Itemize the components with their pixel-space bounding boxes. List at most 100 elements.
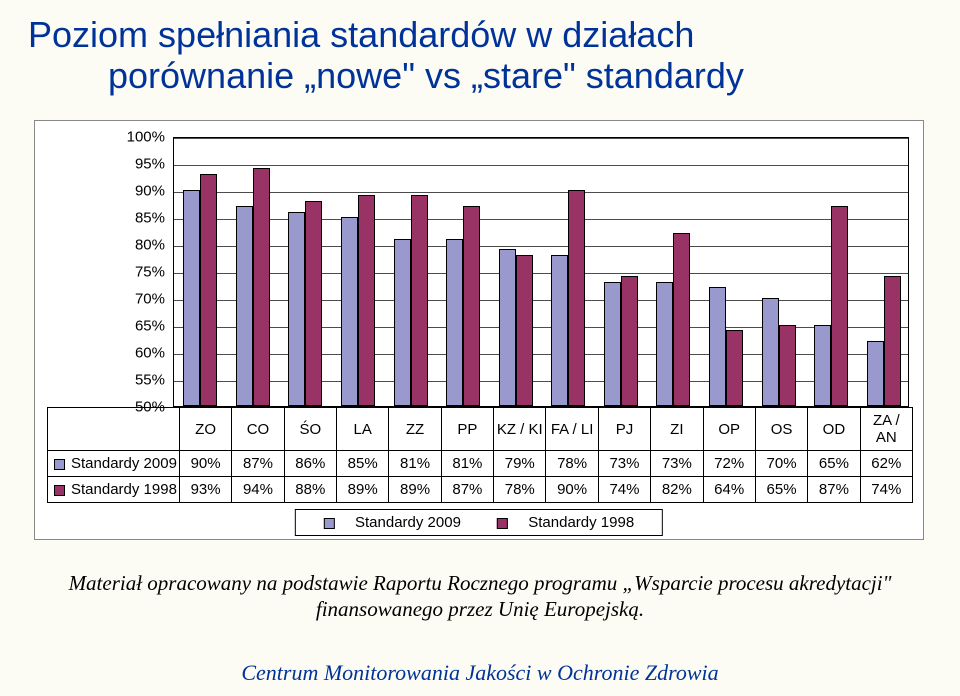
table-cell: 65% [808, 451, 860, 477]
bar [394, 239, 411, 406]
y-axis-label: 70% [35, 291, 165, 308]
table-cell: 81% [389, 451, 441, 477]
bar [673, 233, 690, 406]
y-axis-label: 60% [35, 345, 165, 362]
bar [236, 206, 253, 406]
table-cell: 82% [651, 477, 703, 503]
bar [779, 325, 796, 406]
bar [358, 195, 375, 406]
table-column-header: OP [703, 408, 755, 451]
bar [867, 341, 884, 406]
table-cell: 65% [755, 477, 807, 503]
table-cell: 87% [808, 477, 860, 503]
bar [709, 287, 726, 406]
table-cell: 93% [179, 477, 231, 503]
table-cell: 62% [860, 451, 912, 477]
y-axis-label: 100% [35, 129, 165, 146]
bar [551, 255, 568, 406]
bar [253, 168, 270, 406]
table-cell: 74% [860, 477, 912, 503]
bar [621, 276, 638, 406]
footnote: Materiał opracowany na podstawie Raportu… [0, 570, 960, 623]
table-cell: 79% [494, 451, 546, 477]
table-column-header: ŚO [284, 408, 336, 451]
table-column-header: ZI [651, 408, 703, 451]
gridline [174, 192, 908, 193]
legend-item: Standardy 1998 [489, 514, 642, 531]
table-cell: 73% [598, 451, 650, 477]
bar [411, 195, 428, 406]
gridline [174, 300, 908, 301]
organization-name: Centrum Monitorowania Jakości w Ochronie… [0, 660, 960, 686]
y-axis-label: 55% [35, 372, 165, 389]
bar [305, 201, 322, 406]
bar [831, 206, 848, 406]
legend-item: Standardy 2009 [316, 514, 473, 531]
table-cell: 87% [441, 477, 493, 503]
footnote-line-1: Materiał opracowany na podstawie Raportu… [69, 571, 892, 595]
bar [200, 174, 217, 406]
y-axis-label: 65% [35, 318, 165, 335]
title-line-1: Poziom spełniania standardów w działach [28, 14, 694, 55]
legend-swatch-icon [497, 518, 508, 529]
table-column-header: OD [808, 408, 860, 451]
bar [884, 276, 901, 406]
legend-label: Standardy 1998 [528, 514, 634, 531]
bar [656, 282, 673, 406]
table-cell: 78% [494, 477, 546, 503]
y-axis-label: 80% [35, 237, 165, 254]
table-cell: 73% [651, 451, 703, 477]
bar [604, 282, 621, 406]
bar [288, 212, 305, 406]
table-cell: 85% [337, 451, 389, 477]
gridline [174, 165, 908, 166]
y-axis-label: 75% [35, 264, 165, 281]
legend-label: Standardy 2009 [355, 514, 461, 531]
y-axis-label: 90% [35, 183, 165, 200]
table-column-header: PJ [598, 408, 650, 451]
bar [814, 325, 831, 406]
legend-swatch-icon [54, 459, 65, 470]
chart-container: 50%55%60%65%70%75%80%85%90%95%100% ZOCOŚ… [34, 120, 924, 540]
table-cell: 90% [546, 477, 598, 503]
table-column-header: CO [232, 408, 284, 451]
y-axis-label: 95% [35, 156, 165, 173]
legend-swatch-icon [324, 518, 335, 529]
bar [446, 239, 463, 406]
page-title: Poziom spełniania standardów w działach … [28, 14, 932, 97]
chart-legend: Standardy 2009 Standardy 1998 [295, 509, 663, 536]
table-row-header: Standardy 2009 [48, 451, 180, 477]
table-column-header: ZA / AN [860, 408, 912, 451]
table-cell: 89% [337, 477, 389, 503]
table-cell: 78% [546, 451, 598, 477]
table-column-header: KZ / KI [494, 408, 546, 451]
table-column-header: ZO [179, 408, 231, 451]
bar [499, 249, 516, 406]
gridline [174, 381, 908, 382]
bar [463, 206, 480, 406]
gridline [174, 273, 908, 274]
chart-data-table: ZOCOŚOLAZZPPKZ / KIFA / LIPJZIOPOSODZA /… [47, 407, 913, 503]
y-axis-label: 85% [35, 210, 165, 227]
gridline [174, 354, 908, 355]
bar [762, 298, 779, 406]
bar [568, 190, 585, 406]
table-column-header: OS [755, 408, 807, 451]
table-cell: 81% [441, 451, 493, 477]
slide: Poziom spełniania standardów w działach … [0, 0, 960, 696]
title-line-2: porównanie „nowe" vs „stare" standardy [28, 55, 932, 96]
table-cell: 94% [232, 477, 284, 503]
bar [516, 255, 533, 406]
gridline [174, 138, 908, 139]
table-cell: 70% [755, 451, 807, 477]
table-corner-cell [48, 408, 180, 451]
footnote-line-2: finansowanego przez Unię Europejską. [316, 597, 644, 621]
gridline [174, 219, 908, 220]
table-cell: 87% [232, 451, 284, 477]
table-cell: 72% [703, 451, 755, 477]
table-column-header: ZZ [389, 408, 441, 451]
table-column-header: FA / LI [546, 408, 598, 451]
table-cell: 86% [284, 451, 336, 477]
legend-swatch-icon [54, 485, 65, 496]
table-row-header: Standardy 1998 [48, 477, 180, 503]
